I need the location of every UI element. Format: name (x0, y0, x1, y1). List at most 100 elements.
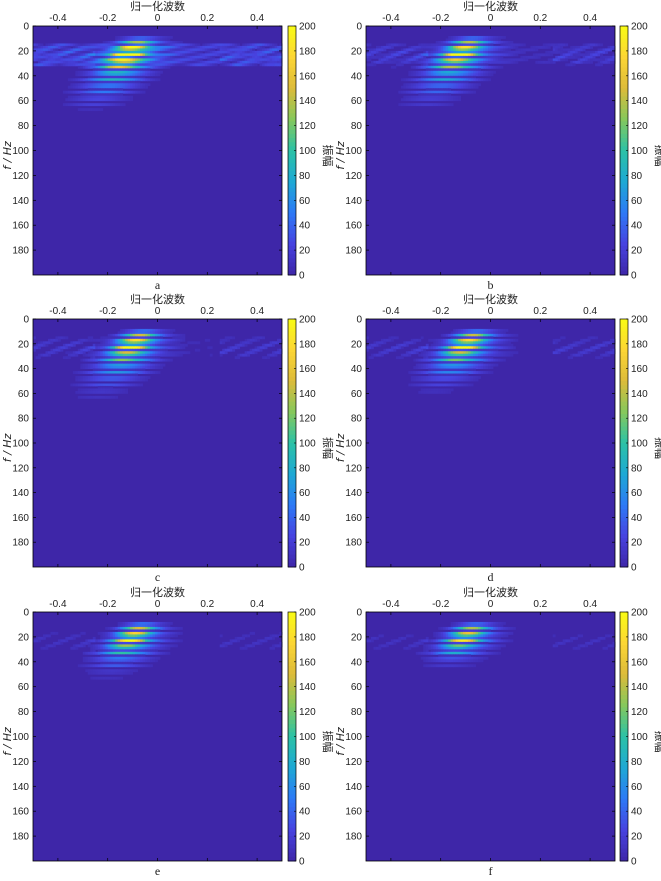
heatmap-cell (122, 368, 126, 372)
heatmap-cell (475, 341, 479, 345)
heatmap-cell (117, 383, 121, 387)
heatmap-cell (490, 331, 494, 335)
heatmap-cell (587, 348, 591, 352)
heatmap-cell (234, 50, 238, 54)
heatmap-cell (413, 338, 417, 342)
heatmap-cell (115, 65, 119, 69)
heatmap-cell (37, 346, 41, 350)
heatmap-cell (612, 48, 616, 52)
heatmap-cell (45, 63, 49, 67)
heatmap-cell (443, 85, 447, 89)
heatmap-cell (167, 40, 171, 44)
heatmap-cell (267, 58, 270, 62)
heatmap-cell (420, 85, 424, 89)
heatmap-cell (440, 348, 444, 352)
heatmap-cell (47, 45, 51, 49)
heatmap-cell (130, 60, 133, 64)
colorbar-segment (620, 443, 628, 448)
heatmap-cell (388, 43, 392, 47)
heatmap-cell (125, 341, 129, 345)
colorbar-segment (288, 187, 296, 193)
heatmap-cell (125, 68, 129, 72)
heatmap-cell (264, 343, 268, 347)
heatmap-cell (448, 68, 452, 72)
heatmap-cell (465, 35, 469, 39)
heatmap-cell (453, 48, 457, 52)
heatmap-cell (438, 378, 442, 382)
heatmap-cell (217, 58, 221, 62)
heatmap-cell (90, 353, 94, 357)
heatmap-cell (555, 50, 559, 54)
heatmap-cell (132, 38, 136, 42)
heatmap-cell (112, 83, 116, 87)
heatmap-cell (415, 45, 419, 49)
heatmap-cell (52, 60, 56, 64)
colorbar-segment (620, 418, 628, 423)
heatmap-cell (492, 70, 496, 74)
heatmap-cell (179, 333, 183, 337)
heatmap-cell (445, 85, 449, 89)
heatmap-cell (105, 366, 109, 369)
heatmap-cell (152, 65, 156, 69)
heatmap-cell (485, 43, 489, 47)
heatmap-cell (102, 356, 106, 360)
heatmap-cell (400, 60, 404, 64)
heatmap-cell (483, 338, 486, 342)
colorbar-segment (288, 467, 296, 473)
heatmap-cell (112, 75, 116, 79)
heatmap-cell (257, 43, 260, 47)
heatmap-cell (97, 80, 101, 84)
heatmap-cell (172, 328, 176, 332)
heatmap-cell (468, 45, 471, 49)
heatmap-cell (480, 63, 484, 67)
heatmap-cell (155, 353, 158, 357)
colorbar-segment (288, 138, 296, 143)
heatmap-cell (107, 53, 111, 57)
heatmap-cell (102, 346, 106, 350)
heatmap-cell (388, 338, 392, 342)
heatmap-cell (62, 346, 66, 350)
heatmap-cell (147, 65, 151, 69)
heatmap-cell (132, 63, 136, 67)
heatmap-cell (485, 351, 489, 355)
heatmap-cell (565, 50, 569, 54)
heatmap-cell (478, 58, 481, 62)
heatmap-cell (77, 98, 81, 102)
heatmap-cell (242, 63, 246, 67)
heatmap-cell (497, 53, 501, 57)
heatmap-cell (227, 346, 231, 350)
heatmap-cell (140, 624, 143, 628)
heatmap-cell (125, 353, 129, 357)
colorbar-tick-label: 140 (631, 96, 648, 107)
heatmap-cell (122, 65, 126, 69)
heatmap-cell (115, 343, 119, 347)
heatmap-cell (244, 351, 248, 355)
heatmap-cell (438, 85, 442, 89)
colorbar-segment (620, 376, 628, 382)
colorbar-segment (620, 335, 628, 341)
heatmap-cell (510, 346, 514, 350)
heatmap-cell (448, 90, 452, 94)
heatmap-cell (468, 348, 471, 352)
heatmap-cell (135, 358, 138, 362)
heatmap-cell (204, 53, 208, 57)
heatmap-cell (62, 58, 66, 62)
heatmap-cell (279, 55, 283, 59)
heatmap-cell (187, 60, 191, 64)
heatmap-cell (478, 55, 481, 59)
heatmap-cell (438, 338, 442, 342)
heatmap-cell (470, 35, 474, 39)
heatmap-cell (140, 371, 143, 374)
heatmap-cell (107, 50, 111, 54)
heatmap-cell (97, 83, 101, 87)
heatmap-cell (453, 333, 457, 337)
heatmap-cell (468, 383, 471, 387)
heatmap-cell (453, 60, 457, 64)
heatmap-cell (117, 48, 121, 52)
heatmap-cell (237, 45, 241, 49)
heatmap-cell (577, 45, 581, 49)
heatmap-cell (463, 373, 466, 377)
heatmap-cell (420, 78, 424, 82)
heatmap-cell (433, 388, 437, 392)
heatmap-cell (152, 70, 156, 74)
